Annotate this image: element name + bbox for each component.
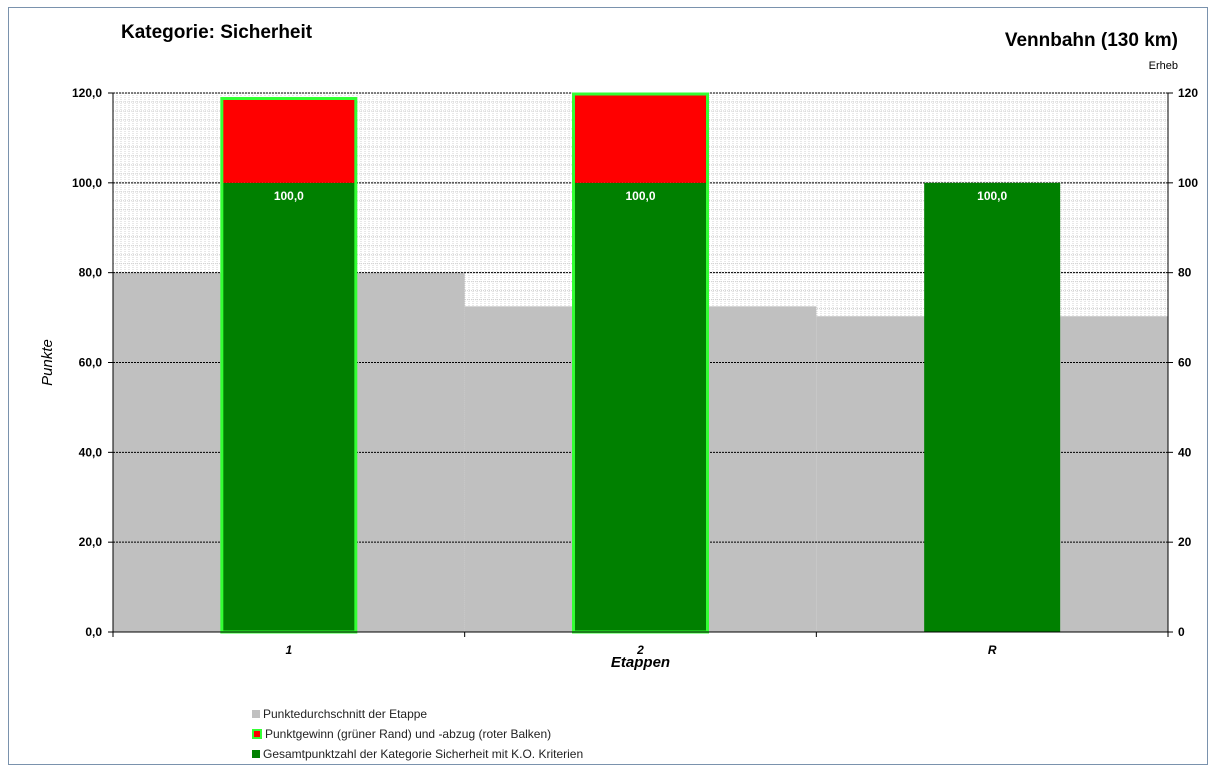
x-tick-label-R: R — [988, 643, 997, 657]
y-tick-label-left: 60,0 — [79, 356, 103, 370]
chart-title: Kategorie: Sicherheit — [121, 22, 313, 43]
legend-swatch-gain-deduction — [252, 729, 262, 739]
chart-subtitle: Vennbahn (130 km) — [1004, 30, 1178, 51]
y-tick-label-left: 0,0 — [85, 625, 102, 639]
y-tick-label-left: 80,0 — [79, 266, 103, 280]
legend-swatch-total — [252, 750, 260, 758]
y-tick-label-left: 40,0 — [79, 445, 103, 459]
x-tick-label-1: 1 — [285, 643, 292, 657]
total-bar-1 — [220, 182, 357, 633]
y-tick-label-right: 120 — [1178, 86, 1198, 100]
legend-label-average: Punktedurchschnitt der Etappe — [263, 707, 428, 721]
data-label-R: 100,0 — [977, 189, 1007, 203]
y-tick-label-right: 0 — [1178, 625, 1185, 639]
y-axis-title: Punkte — [39, 339, 56, 386]
legend-swatch-average — [252, 710, 260, 718]
y-tick-label-left: 100,0 — [72, 176, 102, 190]
legend-item-average: Punktedurchschnitt der Etappe — [252, 704, 583, 724]
deduction-bar-2 — [572, 93, 709, 183]
legend-label-gain-deduction: Punktgewinn (grüner Rand) und -abzug (ro… — [265, 727, 552, 741]
y-tick-label-right: 100 — [1178, 176, 1198, 190]
legend-item-total: Gesamtpunktzahl der Kategorie Sicherheit… — [252, 744, 583, 764]
y-tick-label-right: 40 — [1178, 445, 1192, 459]
total-bar-R — [924, 182, 1061, 633]
data-label-2: 100,0 — [625, 189, 655, 203]
chart-note: Erheb — [1148, 60, 1178, 72]
total-bar-2 — [572, 182, 709, 633]
x-axis-title: Etappen — [611, 654, 670, 671]
x-tick-label-2: 2 — [636, 643, 644, 657]
legend-item-gain-deduction: Punktgewinn (grüner Rand) und -abzug (ro… — [252, 724, 583, 744]
data-label-1: 100,0 — [274, 189, 304, 203]
chart-legend: Punktedurchschnitt der Etappe Punktgewin… — [252, 704, 583, 764]
bar-chart: 100,0 100,0 100,0 0,0 20,0 40,0 60,0 80,0 100,0 1… — [39, 86, 1198, 671]
legend-label-total: Gesamtpunktzahl der Kategorie Sicherheit… — [263, 747, 584, 761]
deduction-bar-1 — [220, 97, 357, 183]
y-tick-label-left: 120,0 — [72, 86, 102, 100]
y-tick-label-right: 20 — [1178, 535, 1192, 549]
y-tick-label-right: 80 — [1178, 266, 1192, 280]
y-tick-label-right: 60 — [1178, 356, 1192, 370]
y-tick-label-left: 20,0 — [79, 535, 103, 549]
